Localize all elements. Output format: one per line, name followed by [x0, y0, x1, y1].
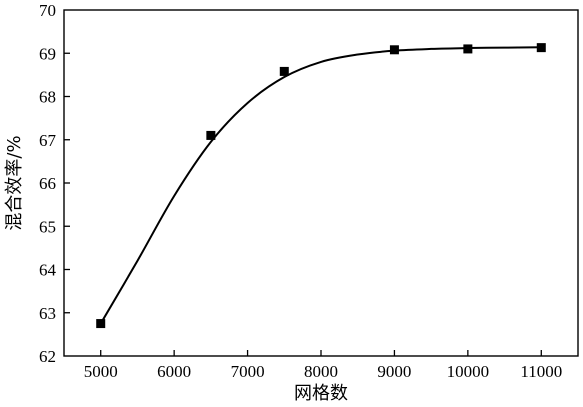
x-tick-label: 7000: [231, 362, 265, 381]
x-axis: 5000 6000 7000 8000 9000 10000 11000: [84, 350, 562, 381]
y-tick-label: 68: [39, 88, 56, 107]
y-tick-label: 66: [39, 174, 56, 193]
x-tick-label: 5000: [84, 362, 118, 381]
y-tick-label: 67: [39, 131, 57, 150]
data-point: [96, 319, 106, 329]
data-point: [463, 44, 473, 54]
data-point: [279, 66, 289, 76]
x-tick-label: 8000: [304, 362, 338, 381]
x-axis-title: 网格数: [294, 383, 348, 404]
y-tick-label: 65: [39, 217, 56, 236]
y-tick-label: 70: [39, 1, 56, 20]
x-tick-label: 10000: [447, 362, 490, 381]
x-tick-label: 6000: [157, 362, 191, 381]
fit-curve: [99, 46, 542, 325]
data-point: [206, 130, 216, 140]
y-axis-title: 混合效率/%: [4, 135, 25, 230]
y-tick-label: 63: [39, 304, 56, 323]
data-points: [96, 43, 546, 329]
y-tick-label: 62: [39, 347, 56, 366]
x-tick-label: 9000: [377, 362, 411, 381]
y-tick-label: 69: [39, 44, 56, 63]
y-tick-label: 64: [39, 261, 57, 280]
x-tick-label: 11000: [520, 362, 562, 381]
y-axis: 62 63 64 65 66 67 68 69 70: [39, 1, 70, 366]
data-point: [389, 45, 399, 55]
data-point: [536, 43, 546, 53]
